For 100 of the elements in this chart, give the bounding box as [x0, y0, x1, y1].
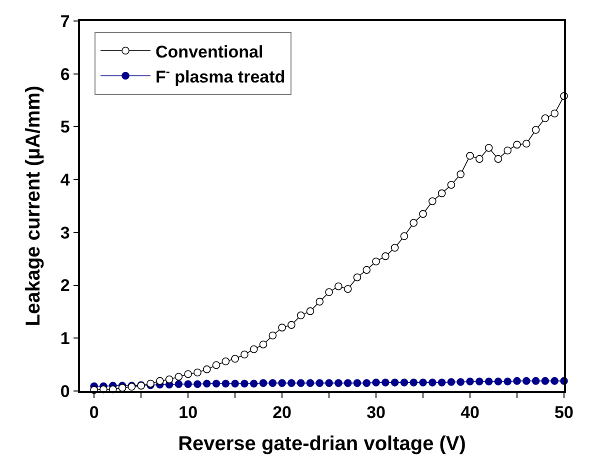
legend-label: Conventional — [156, 42, 264, 62]
point — [466, 152, 474, 160]
x-axis-title: Reverse gate-drian voltage (V) — [178, 433, 466, 456]
x-tick-label: 20 — [272, 403, 292, 422]
point — [456, 378, 465, 386]
point — [382, 378, 390, 386]
point — [541, 114, 550, 122]
point — [325, 379, 333, 387]
point — [212, 361, 220, 369]
point — [296, 379, 305, 387]
point — [259, 340, 268, 348]
point — [550, 377, 558, 385]
point — [344, 379, 352, 387]
point — [288, 379, 296, 387]
point — [231, 380, 239, 388]
x-tick-label: 0 — [89, 403, 99, 422]
point — [212, 380, 220, 388]
point — [513, 377, 521, 385]
point — [438, 189, 446, 198]
point — [194, 380, 202, 388]
point — [306, 307, 314, 316]
point — [484, 378, 493, 386]
point — [410, 219, 418, 227]
point — [174, 372, 183, 381]
point — [222, 358, 230, 366]
y-tick-label: 5 — [60, 118, 70, 137]
point — [231, 354, 239, 363]
point — [278, 379, 286, 387]
point — [202, 365, 211, 374]
y-tick-label: 1 — [60, 329, 70, 348]
x-tick-label: 40 — [460, 403, 480, 422]
point — [353, 273, 362, 282]
point — [278, 324, 286, 332]
point — [400, 378, 408, 386]
point — [372, 258, 380, 266]
x-tick-label: 50 — [554, 403, 574, 422]
point — [456, 170, 465, 178]
point — [194, 368, 202, 376]
point — [522, 140, 530, 148]
y-tick-label: 7 — [60, 12, 70, 31]
point — [390, 244, 399, 252]
point — [522, 377, 530, 385]
x-tick-label: 30 — [366, 403, 386, 422]
point — [400, 232, 408, 240]
point — [532, 126, 540, 134]
y-tick-label: 6 — [60, 64, 70, 84]
point — [390, 378, 399, 386]
point — [306, 379, 314, 387]
y-tick-label: 0 — [60, 382, 70, 401]
point — [268, 332, 277, 340]
point — [410, 378, 418, 386]
y-tick-label: 3 — [60, 223, 70, 242]
point — [476, 155, 484, 163]
point — [419, 378, 427, 386]
point — [240, 350, 248, 358]
x-tick-label: 10 — [178, 403, 198, 422]
point — [296, 312, 305, 320]
point — [382, 252, 390, 260]
point — [184, 370, 192, 378]
point — [372, 378, 380, 386]
point — [484, 144, 493, 152]
point — [362, 266, 371, 274]
point — [174, 380, 183, 388]
point — [428, 197, 436, 206]
point — [504, 146, 512, 154]
point — [550, 110, 558, 118]
point — [250, 345, 258, 354]
y-axis-title: Leakage current (µA/mm) — [22, 86, 44, 326]
point — [532, 377, 540, 385]
point — [316, 298, 324, 306]
point — [334, 282, 342, 290]
point — [419, 210, 427, 218]
point — [353, 379, 362, 387]
point — [202, 380, 211, 388]
y-tick-label: 4 — [60, 170, 70, 190]
point — [466, 378, 474, 386]
point — [288, 321, 296, 329]
point — [334, 379, 342, 387]
point — [362, 379, 371, 387]
y-tick-label: 2 — [60, 276, 70, 296]
point — [447, 378, 456, 386]
point — [494, 155, 502, 163]
point — [156, 377, 164, 385]
point — [250, 380, 258, 388]
point — [494, 378, 502, 386]
point — [268, 379, 277, 387]
point — [447, 180, 456, 189]
point — [259, 379, 268, 387]
point — [513, 140, 521, 149]
point — [504, 378, 512, 386]
point — [316, 379, 324, 387]
point — [344, 285, 352, 293]
legend-label: F$^{-}$ plasma treatd — [156, 64, 286, 86]
point — [165, 375, 174, 384]
point — [240, 380, 248, 388]
point — [541, 377, 550, 385]
point — [222, 380, 230, 388]
point — [438, 378, 446, 386]
point — [184, 380, 192, 388]
point — [476, 378, 484, 386]
